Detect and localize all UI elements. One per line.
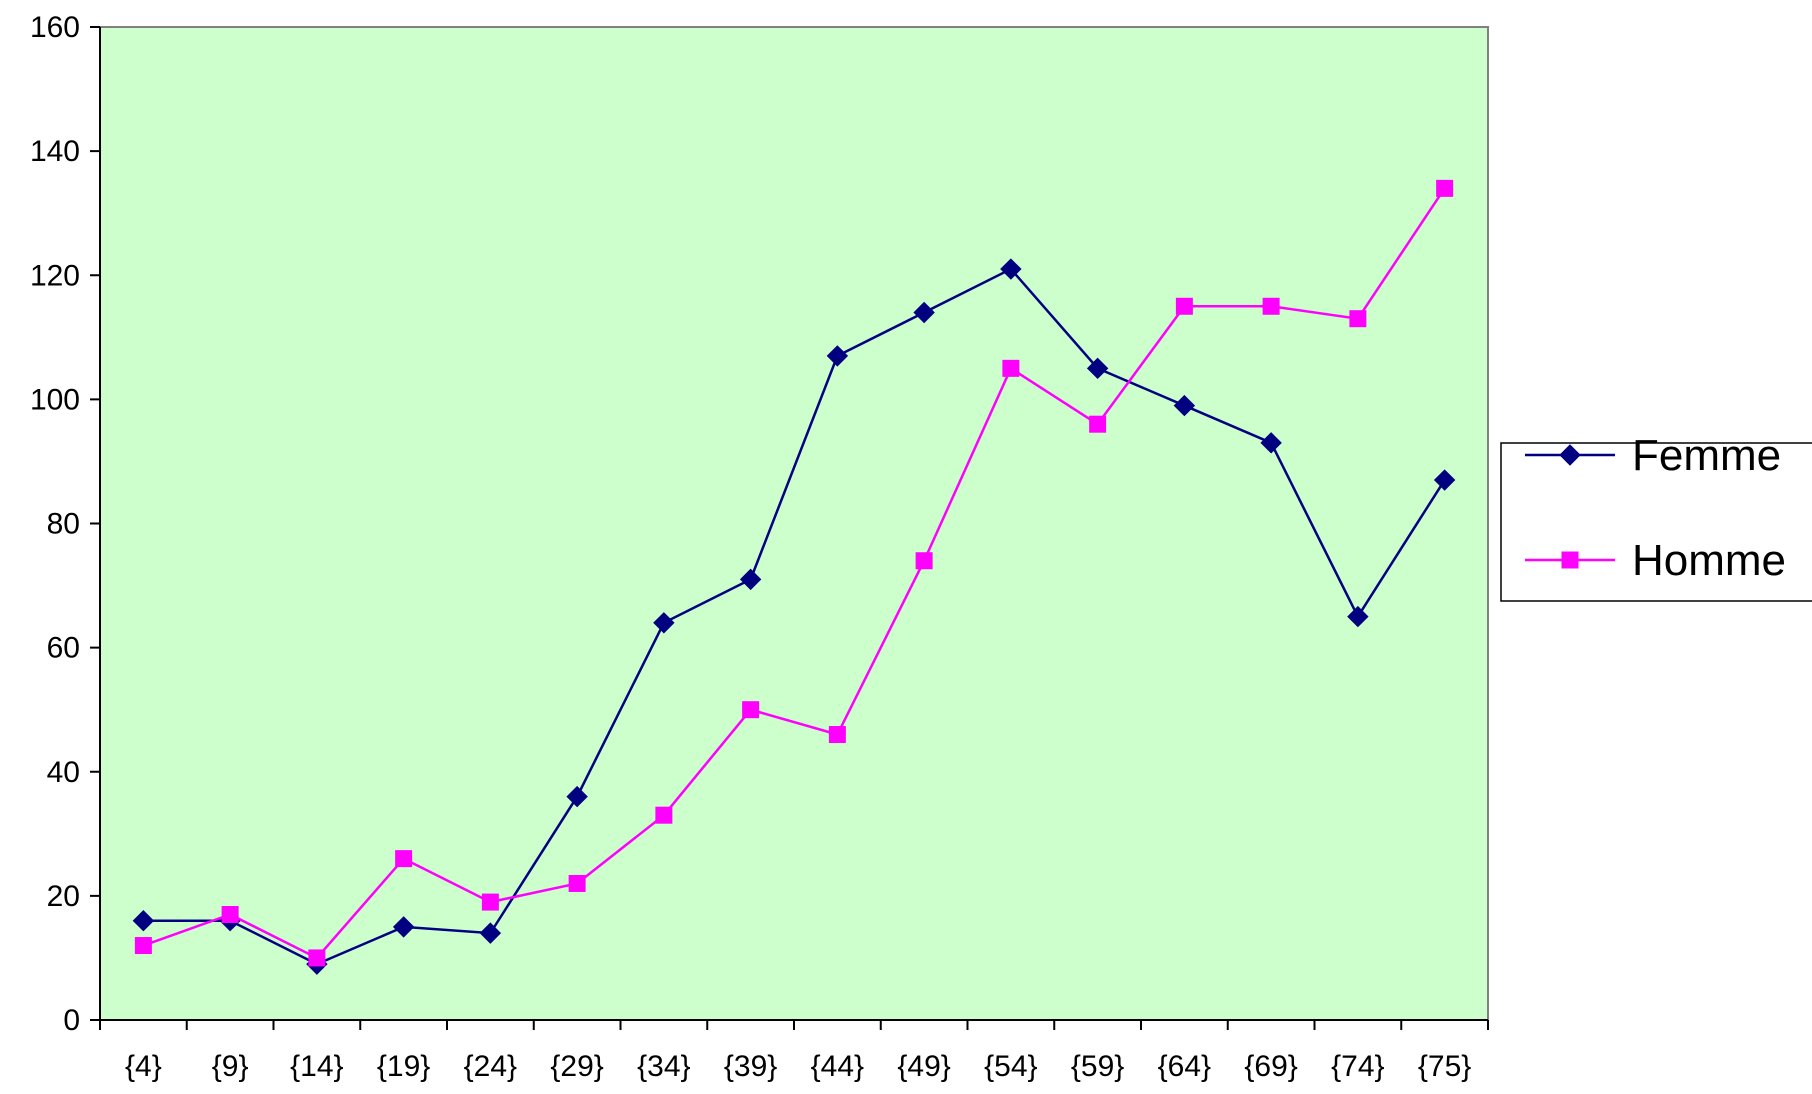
data-point: [479, 922, 502, 944]
series-layer: [132, 179, 1456, 975]
data-point: [653, 612, 675, 634]
data-point: [1173, 394, 1196, 417]
legend-item-homme: Homme: [1525, 536, 1786, 585]
legend-label: Femme: [1632, 431, 1781, 480]
data-point: [1347, 605, 1369, 628]
legend-item-femme: Femme: [1525, 431, 1781, 480]
x-tick-label: {4}: [125, 1050, 162, 1083]
y-tick-label: 160: [30, 11, 80, 44]
data-point: [308, 949, 326, 967]
legend: Femme Homme: [1500, 431, 1812, 602]
x-tick-label: {24}: [464, 1050, 517, 1083]
data-point: [392, 916, 415, 938]
x-tick-label: {69}: [1244, 1050, 1297, 1083]
x-tick-label: {54}: [984, 1050, 1037, 1083]
x-tick-label: {49}: [897, 1050, 950, 1083]
data-point: [655, 806, 673, 824]
data-point: [1433, 469, 1456, 491]
data-point: [395, 850, 413, 868]
y-tick-label: 0: [63, 1004, 80, 1037]
x-tick-label: {39}: [724, 1050, 777, 1083]
data-point: [1349, 310, 1367, 328]
x-axis: {4} {9} {14} {19} {24} {29} {34} {39} {44} {49} {5…: [99, 1019, 1489, 1083]
series-line: [142, 187, 1446, 960]
x-tick-label: {44}: [811, 1050, 864, 1083]
data-point: [739, 568, 762, 591]
legend-marker: [1561, 551, 1579, 569]
data-point: [1262, 297, 1280, 315]
y-tick-label: 80: [47, 508, 80, 541]
data-point: [915, 552, 933, 570]
x-tick-label: {64}: [1158, 1050, 1211, 1083]
data-point: [1436, 179, 1454, 197]
data-point: [481, 893, 499, 911]
y-tick-label: 100: [30, 383, 80, 416]
plot-area: [99, 26, 1489, 1021]
series-femme: [132, 258, 1456, 975]
y-tick-label: 60: [47, 632, 80, 665]
x-tick-label: {29}: [550, 1050, 603, 1083]
data-point: [826, 345, 849, 367]
y-tick-label: 40: [47, 756, 80, 789]
data-point: [1089, 415, 1107, 433]
x-tick-label: {19}: [377, 1050, 430, 1083]
data-point: [913, 301, 935, 324]
data-point: [1260, 432, 1282, 454]
data-point: [828, 726, 846, 744]
x-tick-label: {59}: [1071, 1050, 1124, 1083]
data-point: [1175, 297, 1193, 315]
series-line: [143, 267, 1446, 966]
legend-box: [1500, 442, 1812, 602]
data-point: [568, 874, 586, 892]
series-homme: [134, 179, 1454, 967]
data-point: [742, 701, 760, 719]
data-point: [132, 909, 155, 932]
legend-label: Homme: [1632, 536, 1786, 585]
y-axis: 0 20 40 60 80 100 120 140 160: [30, 11, 101, 1037]
y-tick-label: 140: [30, 135, 80, 168]
x-tick-label: {14}: [290, 1050, 343, 1083]
data-point: [134, 937, 152, 955]
x-tick-label: {75}: [1418, 1050, 1471, 1083]
y-tick-label: 120: [30, 259, 80, 292]
x-tick-label: {74}: [1331, 1050, 1384, 1083]
data-point: [1086, 357, 1109, 380]
legend-marker: [1559, 444, 1581, 466]
data-point: [566, 785, 588, 808]
data-point: [221, 905, 239, 923]
x-tick-label: {9}: [212, 1050, 249, 1083]
data-point: [1002, 359, 1020, 377]
y-tick-label: 20: [47, 880, 80, 913]
data-point: [1000, 258, 1022, 280]
x-tick-label: {34}: [637, 1050, 690, 1083]
